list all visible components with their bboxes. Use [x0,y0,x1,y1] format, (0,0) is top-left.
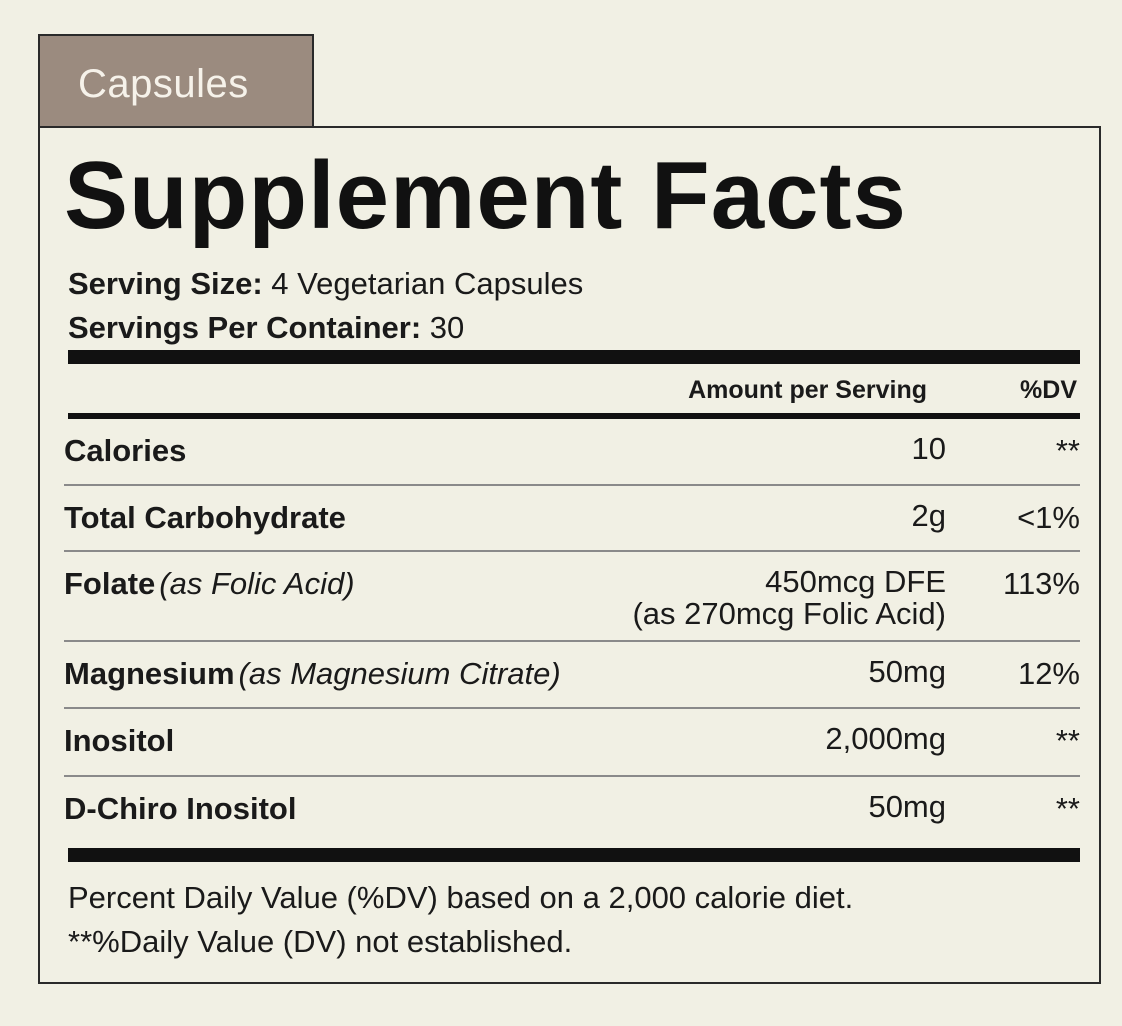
nutrient-name: D-Chiro Inositol [64,791,296,827]
nutrient-name: Total Carbohydrate [64,500,346,536]
nutrient-amount: 50mg [868,789,946,824]
servings-per-container-label: Servings Per Container: [68,310,422,345]
nutrient-name-text: D-Chiro Inositol [64,791,297,826]
nutrient-row: Calories 10 ** [64,419,1080,486]
nutrient-name-text: Magnesium [64,656,235,691]
nutrient-dv: ** [1055,433,1080,468]
nutrient-dv: <1% [1017,500,1080,535]
nutrient-name: Calories [64,433,186,469]
nutrient-amount-main: 450mcg DFE [765,564,946,599]
nutrient-row: Magnesium (as Magnesium Citrate) 50mg 12% [64,642,1080,709]
amount-per-serving-header: Amount per Serving [688,376,927,404]
servings-per-container-value: 30 [421,310,465,345]
servings-per-container: Servings Per Container: 30 [68,308,464,348]
divider-header [68,413,1080,419]
serving-size: Serving Size: 4 Vegetarian Capsules [68,264,583,304]
supplement-facts-panel: Supplement Facts Serving Size: 4 Vegetar… [38,126,1101,984]
tab-label: Capsules [78,62,249,106]
nutrient-source: (as Magnesium Citrate) [238,656,561,691]
nutrient-row: Inositol 2,000mg ** [64,709,1080,777]
nutrient-amount: 2,000mg [825,721,946,756]
nutrient-source: (as Folic Acid) [159,566,355,601]
nutrient-name-text: Inositol [64,723,175,758]
divider-thick-bottom [68,848,1080,862]
footnote-dv-basis: Percent Daily Value (%DV) based on a 2,0… [68,880,854,915]
serving-size-label: Serving Size: [68,266,263,301]
nutrient-amount: 2g [911,498,946,533]
nutrient-name: Folate (as Folic Acid) [64,566,355,602]
nutrient-name: Magnesium (as Magnesium Citrate) [64,656,561,692]
page-title: Supplement Facts [64,142,907,249]
dv-header: %DV [1020,376,1077,404]
nutrient-name-text: Calories [64,433,187,468]
serving-size-value: 4 Vegetarian Capsules [262,266,584,301]
nutrient-amount-note: (as 270mcg Folic Acid) [632,596,946,631]
nutrient-amount: 450mcg DFE (as 270mcg Folic Acid) [632,566,946,630]
nutrient-amount: 50mg [868,654,946,689]
nutrient-name: Inositol [64,723,174,759]
nutrient-name-text: Total Carbohydrate [64,500,346,535]
divider-thick-top [68,350,1080,364]
nutrient-amount: 10 [911,431,946,466]
footnote-dv-not-established: **%Daily Value (DV) not established. [68,924,573,959]
nutrient-dv: 12% [1017,656,1080,691]
nutrient-dv: 113% [1003,566,1080,601]
nutrient-dv: ** [1055,723,1080,758]
capsules-tab: Capsules [38,34,314,127]
nutrient-dv: ** [1055,791,1080,826]
nutrient-row: D-Chiro Inositol 50mg ** [64,777,1080,848]
nutrient-row: Folate (as Folic Acid) 450mcg DFE (as 270m… [64,552,1080,642]
nutrient-name-text: Folate [64,566,156,601]
nutrient-row: Total Carbohydrate 2g <1% [64,486,1080,552]
